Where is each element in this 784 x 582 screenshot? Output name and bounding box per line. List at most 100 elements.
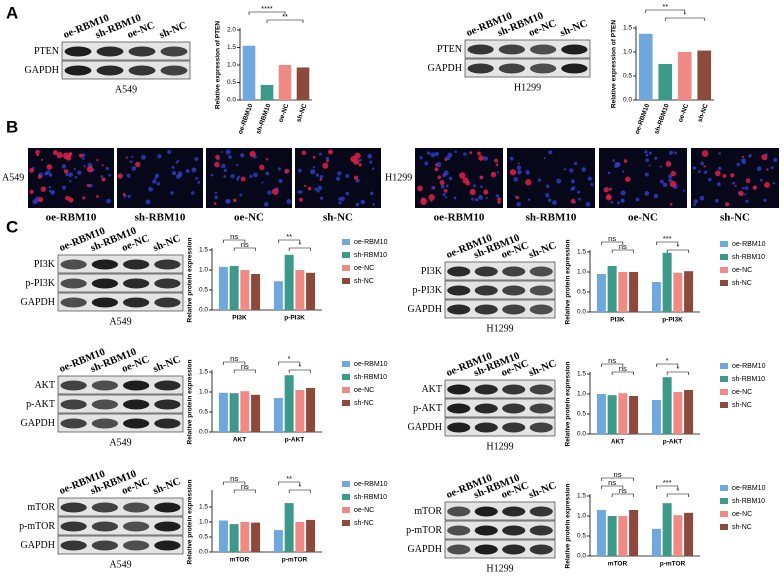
bar — [306, 388, 316, 432]
nucleus — [325, 156, 330, 161]
significance-label: ns — [619, 242, 627, 251]
nucleus — [700, 161, 704, 166]
image-label: oe-RBM10 — [46, 212, 97, 224]
image-label: sh-RBM10 — [135, 212, 186, 224]
blot-strip — [444, 417, 556, 437]
blot-band — [529, 544, 553, 555]
nucleus — [717, 166, 722, 171]
nucleus — [177, 171, 183, 177]
bar — [296, 67, 310, 100]
nucleus — [714, 198, 719, 203]
nucleus — [235, 163, 239, 167]
blot-band — [91, 521, 118, 532]
stain — [265, 158, 269, 161]
stain — [40, 186, 47, 192]
nucleus — [496, 171, 500, 174]
blot-strip — [444, 261, 556, 281]
legend-label: sh-NC — [354, 520, 374, 527]
stain — [435, 163, 438, 167]
significance-bracket — [223, 361, 246, 365]
x-tick-label: oe-RBM10 — [634, 103, 652, 136]
significance-bracket — [601, 241, 624, 245]
nucleus — [552, 200, 557, 206]
blot-band — [60, 297, 87, 308]
stain — [117, 173, 123, 179]
blot-band — [502, 403, 526, 414]
nucleus — [693, 203, 696, 207]
blot-band — [529, 304, 553, 315]
nucleus — [708, 177, 712, 182]
nucleus — [699, 195, 705, 201]
blot-column-label: sh-NC — [527, 358, 558, 379]
blot-band — [502, 266, 526, 277]
blot-strip — [444, 299, 556, 319]
nucleus — [563, 168, 567, 171]
bar — [673, 515, 683, 556]
nucleus — [220, 150, 223, 154]
legend-label: oe-NC — [732, 511, 752, 518]
y-tick-label: 0.5 — [623, 73, 632, 80]
nucleus — [372, 203, 376, 206]
image-label: sh-NC — [323, 212, 353, 224]
blot-column-label: sh-NC — [158, 20, 189, 41]
stain — [432, 187, 436, 190]
nucleus — [167, 149, 172, 155]
blot-band — [60, 540, 87, 551]
nucleus — [61, 164, 67, 169]
stain — [29, 189, 34, 194]
significance-bracket — [666, 249, 689, 253]
x-tick-label: p-PI3K — [662, 317, 683, 324]
stain — [96, 159, 99, 162]
y-tick-label: 0.5 — [199, 409, 208, 416]
legend-swatch — [342, 494, 350, 500]
significance-label: ns — [230, 232, 238, 241]
nucleus — [659, 179, 664, 184]
stain — [478, 155, 484, 161]
significance-label: ** — [286, 474, 292, 483]
legend-swatch — [342, 239, 350, 245]
bar — [607, 516, 617, 556]
stain — [233, 198, 237, 203]
bar — [284, 375, 294, 432]
significance-bracket — [601, 485, 624, 489]
stain — [703, 165, 706, 168]
nucleus — [635, 197, 640, 202]
nucleus — [156, 181, 161, 186]
x-tick-label: p-mTOR — [660, 561, 686, 568]
stain — [240, 176, 246, 182]
nucleus — [742, 161, 746, 165]
blot-row-label: GAPDH — [21, 297, 55, 308]
nucleus — [310, 169, 316, 175]
stain — [669, 202, 673, 206]
significance-bracket — [666, 493, 689, 497]
bar — [284, 503, 294, 552]
bar — [596, 510, 606, 556]
legend-label: sh-RBM10 — [354, 494, 387, 501]
nucleus — [581, 167, 587, 172]
significance-label: **** — [261, 4, 273, 13]
stain — [421, 197, 426, 202]
significance-label: ns — [241, 240, 249, 249]
x-tick-label: sh-RBM10 — [653, 103, 671, 136]
blot-band — [123, 502, 150, 513]
legend-label: sh-NC — [732, 524, 752, 531]
nucleus — [648, 164, 651, 167]
nucleus — [668, 174, 673, 179]
stain — [37, 174, 42, 179]
nucleus — [744, 186, 749, 191]
stain — [495, 163, 499, 167]
y-tick-label: 0.0 — [623, 97, 632, 104]
stain — [494, 158, 498, 163]
blot-row-label: GAPDH — [408, 544, 442, 555]
stain — [444, 158, 448, 162]
blot-band — [529, 422, 553, 433]
blot-band — [502, 384, 526, 395]
nucleus — [773, 157, 778, 163]
nucleus — [73, 167, 77, 171]
nucleus — [35, 199, 39, 203]
legend-label: oe-RBM10 — [354, 361, 388, 368]
nucleus — [298, 190, 303, 194]
bar — [658, 64, 673, 100]
nucleus — [545, 184, 550, 189]
